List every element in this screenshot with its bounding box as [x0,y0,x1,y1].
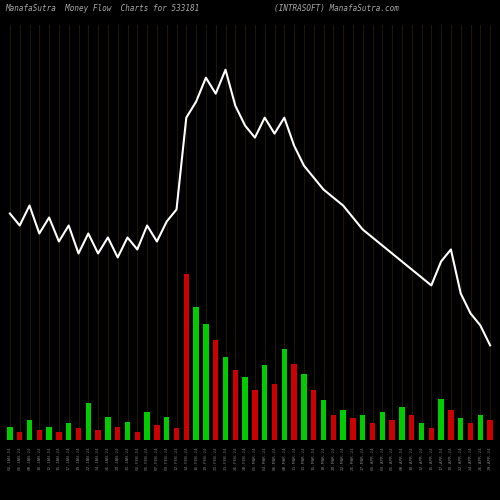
Bar [360,415,366,440]
Bar [86,404,91,440]
Bar [428,428,434,440]
Bar [17,432,22,440]
Bar [390,420,395,440]
Bar [154,425,160,440]
Bar [409,415,414,440]
Bar [125,422,130,440]
Bar [105,417,110,440]
Bar [468,424,473,440]
Bar [46,426,52,440]
Bar [262,366,268,440]
Text: (INTRASOFT) ManafaSutra.com: (INTRASOFT) ManafaSutra.com [274,4,400,13]
Bar [282,348,287,440]
Bar [292,364,297,440]
Bar [272,384,277,440]
Bar [370,424,375,440]
Bar [232,370,238,440]
Bar [96,430,101,440]
Bar [330,415,336,440]
Bar [213,340,218,440]
Bar [184,274,189,440]
Bar [321,400,326,440]
Bar [27,420,32,440]
Bar [419,424,424,440]
Bar [115,426,120,440]
Bar [134,432,140,440]
Bar [242,377,248,440]
Bar [350,418,356,440]
Bar [144,412,150,440]
Bar [438,398,444,440]
Bar [194,307,199,440]
Bar [340,410,346,440]
Bar [76,428,81,440]
Bar [301,374,306,440]
Bar [56,432,62,440]
Bar [36,430,42,440]
Bar [223,357,228,440]
Bar [399,407,404,440]
Text: ManafaSutra  Money Flow  Charts for 533181: ManafaSutra Money Flow Charts for 533181 [5,4,199,13]
Bar [203,324,208,440]
Bar [488,420,493,440]
Bar [478,415,483,440]
Bar [252,390,258,440]
Bar [458,418,464,440]
Bar [66,424,71,440]
Bar [448,410,454,440]
Bar [380,412,385,440]
Bar [311,390,316,440]
Bar [164,417,170,440]
Bar [7,426,12,440]
Bar [174,428,179,440]
